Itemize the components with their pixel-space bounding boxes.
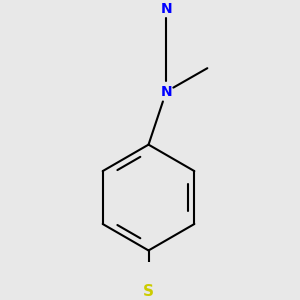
Text: N: N [160, 2, 172, 16]
Text: S: S [143, 284, 154, 299]
Text: N: N [160, 85, 172, 99]
